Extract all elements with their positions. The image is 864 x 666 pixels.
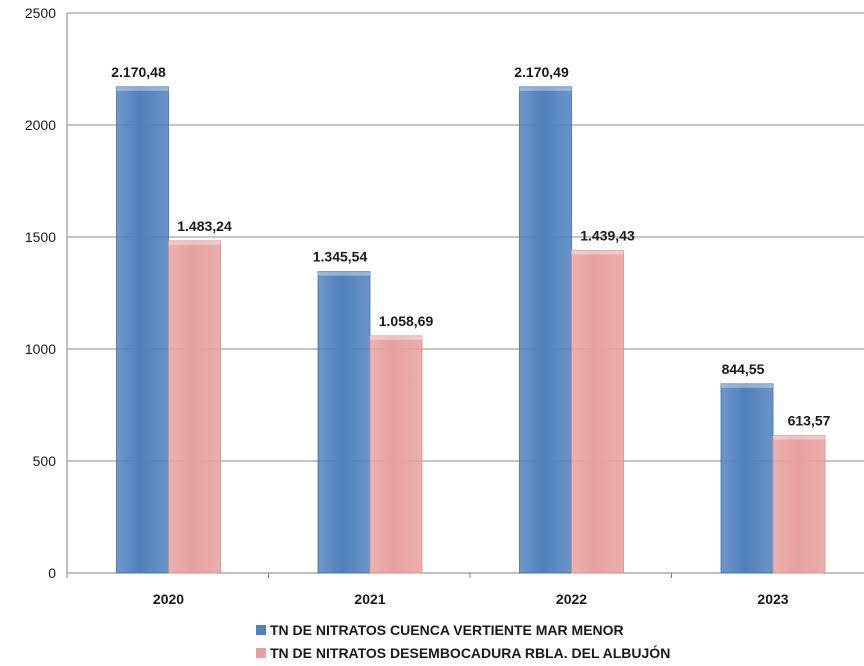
- data-label: 613,57: [788, 413, 831, 429]
- y-tick-label: 500: [33, 453, 57, 469]
- legend-item-series-1: TN DE NITRATOS CUENCA VERTIENTE MAR MENO…: [256, 618, 670, 641]
- y-tick-label: 0: [48, 565, 56, 581]
- data-label: 1.439,43: [580, 228, 635, 244]
- y-tick-label: 2000: [25, 117, 56, 133]
- data-label: 1.483,24: [177, 218, 232, 234]
- legend-swatch-series-2: [256, 647, 266, 658]
- x-tick-label: 2022: [556, 591, 587, 607]
- bar-2021-series-2: [369, 335, 423, 574]
- legend-label-series-1: TN DE NITRATOS CUENCA VERTIENTE MAR MENO…: [270, 621, 624, 638]
- bar-2023-series-1: [720, 383, 774, 574]
- bar-highlight: [773, 435, 825, 440]
- x-tick-label: 2020: [153, 591, 184, 607]
- data-labels: 2.170,48 1.483,24 1.345,54 1.058,69 2.170,49…: [111, 64, 830, 429]
- data-label: 844,55: [722, 361, 765, 377]
- x-axis-tick-labels: 2020 2021 2022 2023: [153, 591, 789, 607]
- bar-2020-series-1: [116, 86, 169, 574]
- bar-highlight: [318, 271, 370, 276]
- y-axis-tick-labels: 0 500 1000 1500 2000 2500: [25, 5, 56, 581]
- y-tick-label: 1000: [25, 341, 56, 357]
- bar-highlight: [168, 240, 221, 245]
- y-tick-label: 2500: [25, 5, 56, 21]
- bar-2022-series-1: [519, 86, 572, 574]
- bar-chart: 0 500 1000 1500 2000 2500 2.170,48 1.483,24 1.3…: [25, 5, 864, 607]
- bar-2023-series-2: [772, 435, 826, 574]
- bar-highlight: [519, 86, 572, 91]
- data-label: 2.170,49: [514, 64, 569, 80]
- data-label: 1.345,54: [313, 249, 368, 265]
- bar-highlight: [571, 250, 624, 255]
- x-tick-label: 2023: [757, 591, 788, 607]
- bar-2020-series-2: [168, 240, 221, 574]
- legend-item-series-2: TN DE NITRATOS DESEMBOCADURA RBLA. DEL A…: [256, 641, 670, 664]
- bar-2022-series-2: [571, 250, 624, 574]
- x-tick-label: 2021: [354, 591, 385, 607]
- legend: TN DE NITRATOS CUENCA VERTIENTE MAR MENO…: [256, 618, 670, 664]
- bar-highlight: [116, 86, 169, 91]
- data-label: 2.170,48: [111, 64, 166, 80]
- data-label: 1.058,69: [379, 313, 434, 329]
- bar-highlight: [370, 335, 422, 340]
- bars: [116, 86, 826, 574]
- y-tick-label: 1500: [25, 229, 56, 245]
- legend-label-series-2: TN DE NITRATOS DESEMBOCADURA RBLA. DEL A…: [270, 644, 671, 661]
- bar-2021-series-1: [317, 271, 371, 574]
- legend-swatch-series-1: [256, 624, 266, 635]
- bar-highlight: [721, 383, 773, 388]
